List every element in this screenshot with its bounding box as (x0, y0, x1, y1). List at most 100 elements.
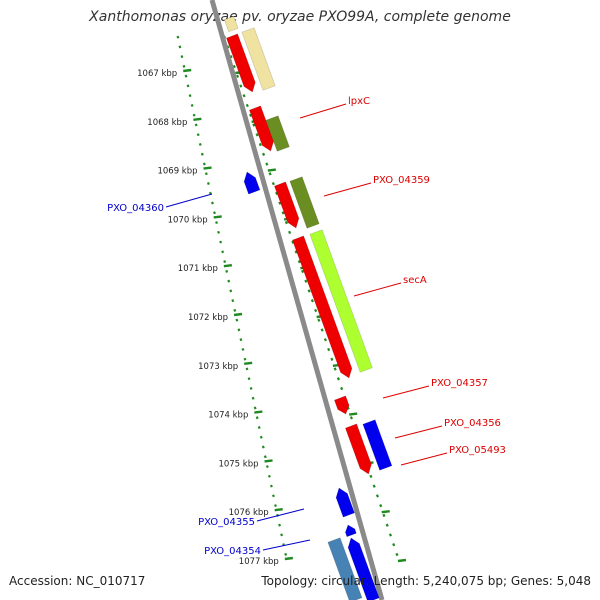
feature-block (289, 176, 320, 229)
tick-minor (239, 338, 243, 342)
gene-arrow (348, 538, 380, 600)
tick-minor (243, 357, 247, 361)
feature-track (223, 15, 393, 600)
tick-major (223, 264, 233, 268)
tick-minor (272, 494, 275, 498)
gene-label[interactable]: secA (403, 275, 427, 286)
tick-minor (241, 347, 245, 351)
tick-minor (265, 162, 269, 166)
tick-minor (215, 221, 218, 225)
tick-minor (206, 182, 210, 185)
tick-minor (349, 416, 353, 420)
gene-label[interactable]: PXO_05493 (449, 445, 506, 456)
tick-minor (232, 64, 236, 69)
gene-arrow (292, 235, 352, 378)
tick-major (244, 361, 253, 365)
tick-minor (327, 347, 331, 352)
tick-minor (392, 543, 396, 547)
tick-minor (237, 328, 241, 332)
tick-minor (236, 74, 240, 78)
scale-labels: 1067 kbp 1068 kbp 1069 kbp 1070 kbp 1071 kbp… (137, 69, 279, 567)
feature-block (265, 115, 290, 152)
tick-minor (274, 504, 277, 508)
callout-line (353, 282, 402, 297)
gene-label[interactable]: PXO_04356 (444, 418, 501, 429)
tick-minor (258, 142, 262, 147)
tick-minor (304, 279, 308, 283)
tick-minor (268, 172, 272, 176)
gene-label[interactable]: PXO_04357 (431, 378, 488, 389)
tick-minor (278, 523, 281, 527)
gene-callouts: lpxC PXO_04359 secA PXO_04357 PXO_04356 PXO_0… (107, 96, 506, 557)
tick-minor (388, 533, 393, 537)
gene-arrow-outline (291, 235, 353, 379)
tick-minor (245, 103, 249, 108)
tick-minor (235, 318, 239, 322)
scale-label: 1070 kbp (168, 215, 208, 225)
tick-minor (257, 426, 261, 429)
gene-arrow-outline (248, 105, 275, 152)
gene-label[interactable]: PXO_04355 (198, 517, 255, 528)
tick-minor (278, 201, 282, 205)
gene-arrow-outline (344, 423, 372, 475)
scale-label: 1074 kbp (208, 411, 248, 421)
scale-label: 1072 kbp (188, 313, 228, 323)
feature-block (362, 419, 392, 471)
tick-minor (225, 269, 229, 273)
tick-minor (231, 299, 235, 303)
scale-label: 1071 kbp (178, 264, 218, 274)
tick-minor (252, 123, 256, 127)
tick-minor (249, 113, 253, 117)
tick-minor (375, 494, 379, 498)
tick-minor (213, 211, 216, 215)
tick-minor (269, 484, 273, 488)
tick-major (213, 215, 222, 219)
callout-line (256, 508, 305, 522)
tick-minor (229, 289, 233, 293)
tick-minor (263, 455, 267, 459)
scale-label: 1077 kbp (239, 557, 279, 567)
tick-minor (265, 465, 269, 469)
tick-minor (219, 240, 223, 244)
tick-major (193, 117, 202, 121)
tick-minor (186, 84, 190, 88)
callout-line (394, 425, 443, 439)
feature-block-outline (362, 419, 393, 471)
scale-ticks-left (176, 35, 294, 561)
tick-minor (333, 367, 337, 371)
gene-arrow-outline (333, 395, 350, 415)
tick-minor (336, 377, 340, 381)
gene-arrow (345, 423, 372, 474)
tick-minor (198, 142, 202, 146)
gene-arrow-outline (225, 33, 256, 93)
tick-minor (317, 318, 321, 322)
feature-block-outline (265, 115, 290, 152)
tick-minor (271, 181, 275, 186)
tick-minor (323, 338, 327, 342)
gene-label[interactable]: lpxC (348, 96, 370, 107)
gene-arrow (334, 395, 350, 414)
tick-minor (229, 55, 233, 59)
gene-arrow-outline (243, 171, 261, 195)
tick-minor (176, 35, 180, 39)
gene-arrow-outline (344, 524, 357, 538)
tick-minor (211, 201, 214, 205)
tick-minor (178, 45, 182, 49)
tick-minor (310, 299, 314, 303)
tick-minor (379, 504, 383, 508)
tick-minor (204, 172, 208, 176)
gene-label[interactable]: PXO_04359 (373, 175, 430, 186)
callout-line (400, 452, 448, 466)
gene-label[interactable]: PXO_04360 (107, 203, 164, 214)
tick-minor (255, 133, 259, 137)
tick-minor (194, 123, 198, 127)
gene-label[interactable]: PXO_04354 (204, 546, 261, 557)
feature-block-outline (223, 15, 239, 33)
feature-block (241, 27, 276, 91)
tick-major (349, 412, 358, 416)
gene-arrow (249, 105, 274, 151)
tick-minor (251, 396, 255, 400)
gene-arrow (226, 33, 256, 92)
scale-label: 1075 kbp (218, 459, 258, 469)
callout-line (323, 182, 372, 197)
